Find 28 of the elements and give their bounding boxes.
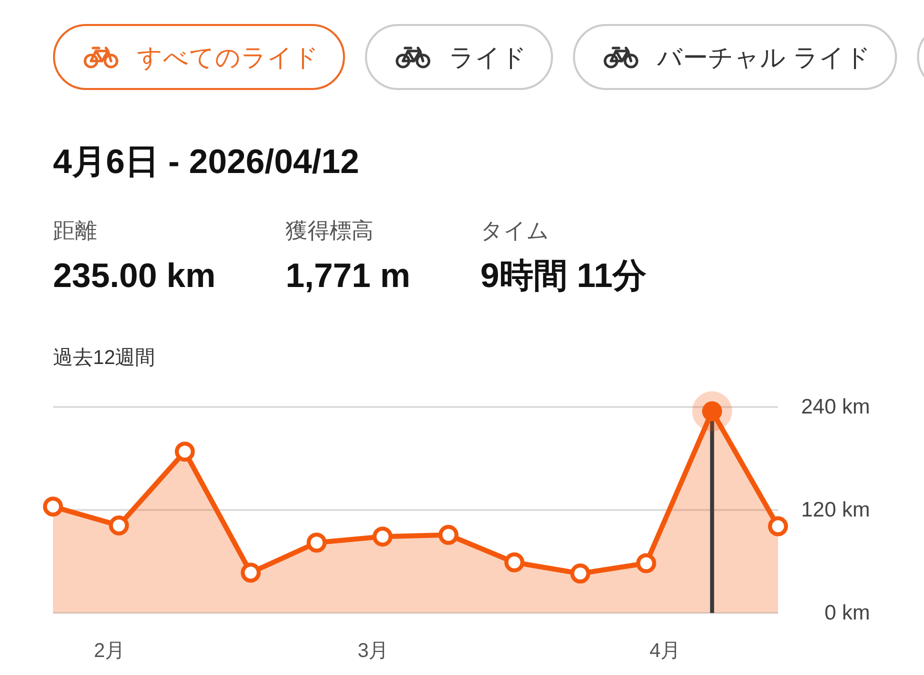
point [306,532,327,553]
category-label: バーチャル ライド [657,42,871,74]
point [768,516,788,536]
point [438,524,458,545]
y-tick-label: 240 km [801,396,870,418]
x-tick-label: 2月 [94,640,126,662]
point [636,553,656,574]
x-tick-label: 4月 [649,640,681,662]
text: 4月6日 - 2026/04/12 [53,142,360,182]
point [108,515,129,536]
point [240,562,261,583]
y-tick-label: 0 km [824,602,870,624]
text: 1,771 m [286,256,410,297]
text: 距離 [53,217,98,245]
text: 獲得標高 [286,217,375,245]
chart-title: 過去12週間 [53,347,156,369]
point [570,564,590,584]
text: タイム [480,217,550,245]
x-tick-label: 3月 [358,640,389,662]
category-label: すべてのライド [137,42,319,74]
point [372,526,393,547]
y-tick-label: 120 km [801,498,870,522]
text: 9時間 11分 [480,256,647,297]
category-label: ライド [449,42,527,74]
point [504,552,524,572]
point [174,442,195,462]
point [43,496,63,517]
text: 235.00 km [53,256,216,297]
